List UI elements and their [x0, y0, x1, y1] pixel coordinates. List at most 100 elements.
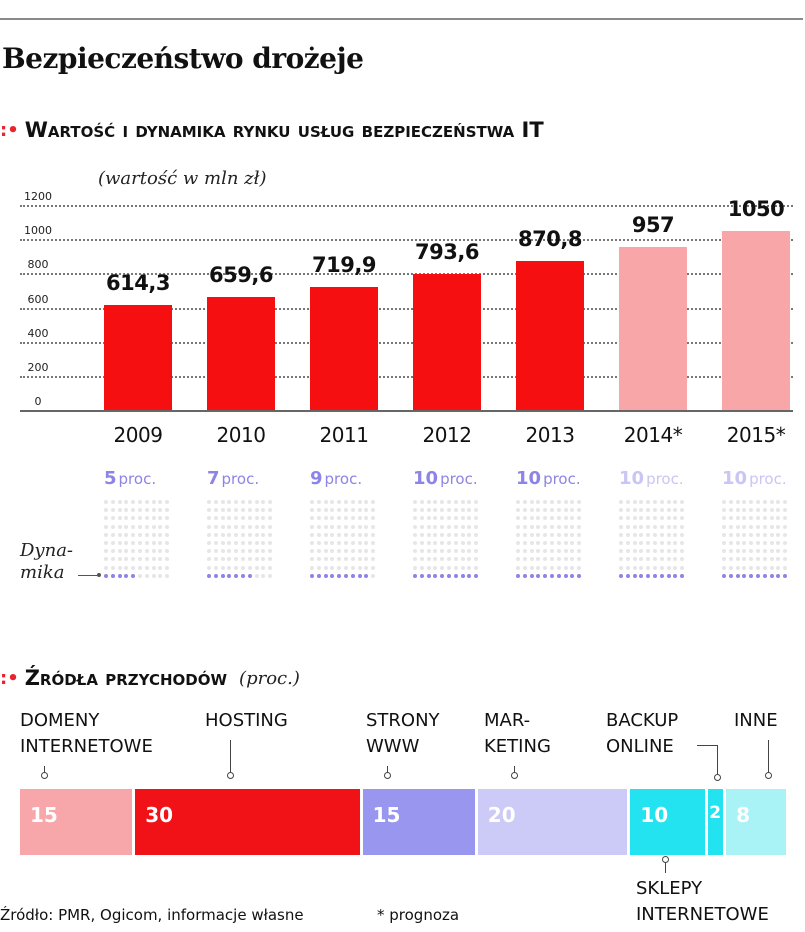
dynamics-dot — [110, 541, 115, 545]
dynamics-dot — [337, 541, 342, 545]
dynamics-dot — [124, 508, 129, 513]
dynamics-dot — [268, 549, 273, 554]
dynamics-dot — [413, 500, 417, 504]
dynamics-dot — [625, 565, 630, 570]
dynamics-dot-active — [666, 573, 671, 578]
dynamics-dot — [536, 524, 541, 529]
dynamics-dot — [625, 524, 630, 529]
dynamics-dot — [165, 532, 170, 537]
dynamics-dot-active — [241, 573, 245, 578]
dynamics-dot — [762, 532, 767, 537]
dynamics-dot-active — [728, 573, 733, 578]
dynamics-dot — [619, 508, 623, 513]
dynamics-dot — [316, 532, 321, 537]
dynamics-dot — [474, 516, 479, 521]
dynamics-dot — [467, 532, 472, 537]
dynamics-dot — [570, 500, 575, 504]
dynamics-dot — [783, 541, 788, 545]
segment-label-line1: MAR- — [484, 710, 531, 731]
dynamics-dot — [241, 508, 245, 513]
dynamics-dot — [776, 565, 781, 570]
dynamics-dot — [330, 516, 335, 521]
x-tick-label: 2009 — [113, 423, 163, 447]
dynamics-dot — [639, 565, 644, 570]
dynamics-dot — [783, 516, 788, 521]
dynamics-dot — [728, 565, 733, 570]
dynamics-dot — [536, 516, 541, 521]
dynamics-dot — [722, 524, 726, 529]
dynamics-dot — [110, 532, 115, 537]
dynamics-dot — [467, 508, 472, 513]
dynamics-value-label: 10 proc. — [413, 468, 523, 489]
dynamics-dot — [323, 549, 328, 554]
revenue-segment: 15 — [362, 789, 475, 855]
dynamics-dot — [722, 516, 726, 521]
dynamics-unit: proc. — [646, 470, 684, 488]
dynamics-dot — [543, 516, 548, 521]
dynamics-dot — [213, 565, 218, 570]
dynamics-dot — [632, 516, 637, 521]
dynamics-dot — [207, 524, 211, 529]
dynamics-dot — [762, 500, 767, 504]
dynamics-dot — [158, 508, 163, 513]
dynamics-dot — [227, 565, 232, 570]
segment-label: HOSTING — [205, 708, 288, 734]
dynamics-dot — [254, 516, 259, 521]
dynamics-value: 10 — [619, 468, 645, 489]
dynamics-dot-grid — [619, 500, 687, 582]
dynamics-dot — [337, 500, 342, 504]
dynamics-dot — [364, 508, 369, 513]
dynamics-dot-active — [659, 573, 664, 578]
dynamics-dot — [783, 557, 788, 562]
dynamics-dot — [433, 500, 438, 504]
dynamics-dot — [556, 541, 561, 545]
dynamics-dot — [653, 557, 657, 562]
dynamics-dot — [563, 565, 568, 570]
dynamics-dot — [769, 524, 774, 529]
segment-label-line2: INTERNETOWE — [636, 904, 769, 925]
gridline — [20, 341, 793, 344]
dynamics-dot — [158, 573, 163, 578]
dynamics-dot-active — [742, 573, 747, 578]
dynamics-dot — [619, 524, 623, 529]
dynamics-dot — [138, 508, 142, 513]
dynamics-dot — [467, 541, 472, 545]
dynamics-dot — [316, 557, 321, 562]
dynamics-dot — [646, 524, 651, 529]
segment-value-label: 15 — [372, 803, 401, 827]
dynamics-dot — [653, 541, 657, 545]
dynamics-dot — [131, 516, 136, 521]
dynamics-dot — [522, 532, 527, 537]
dynamics-dot — [474, 524, 479, 529]
dynamics-dot — [426, 541, 431, 545]
dynamics-dot — [543, 532, 548, 537]
dynamics-dot — [536, 557, 541, 562]
dynamics-dot — [453, 557, 458, 562]
dynamics-dot — [357, 532, 362, 537]
dynamics-dot — [371, 508, 376, 513]
revenue-segment: 30 — [135, 789, 360, 855]
dynamics-dot — [447, 532, 451, 537]
dynamics-dot — [323, 500, 328, 504]
segment-label-line1: SKLEPY — [636, 878, 703, 899]
dynamics-caption-line1: Dyna- — [20, 540, 74, 561]
dynamics-dot — [364, 524, 369, 529]
dynamics-dot — [639, 508, 644, 513]
dynamics-dot — [138, 557, 142, 562]
dynamics-dot — [316, 549, 321, 554]
dynamics-dot — [227, 557, 232, 562]
dynamics-dot — [310, 524, 314, 529]
dynamics-dot — [220, 516, 225, 521]
dynamics-dot — [474, 565, 479, 570]
dynamics-dot — [728, 516, 733, 521]
dynamics-dot — [131, 500, 136, 504]
dynamics-dot — [722, 500, 726, 504]
dynamics-dot — [241, 524, 245, 529]
dynamics-dot — [776, 541, 781, 545]
dynamics-dot — [144, 573, 149, 578]
dynamics-unit: proc. — [440, 470, 478, 488]
dynamics-dot — [653, 516, 657, 521]
dynamics-dot — [357, 500, 362, 504]
dynamics-dot — [151, 573, 156, 578]
dynamics-dot — [419, 549, 424, 554]
